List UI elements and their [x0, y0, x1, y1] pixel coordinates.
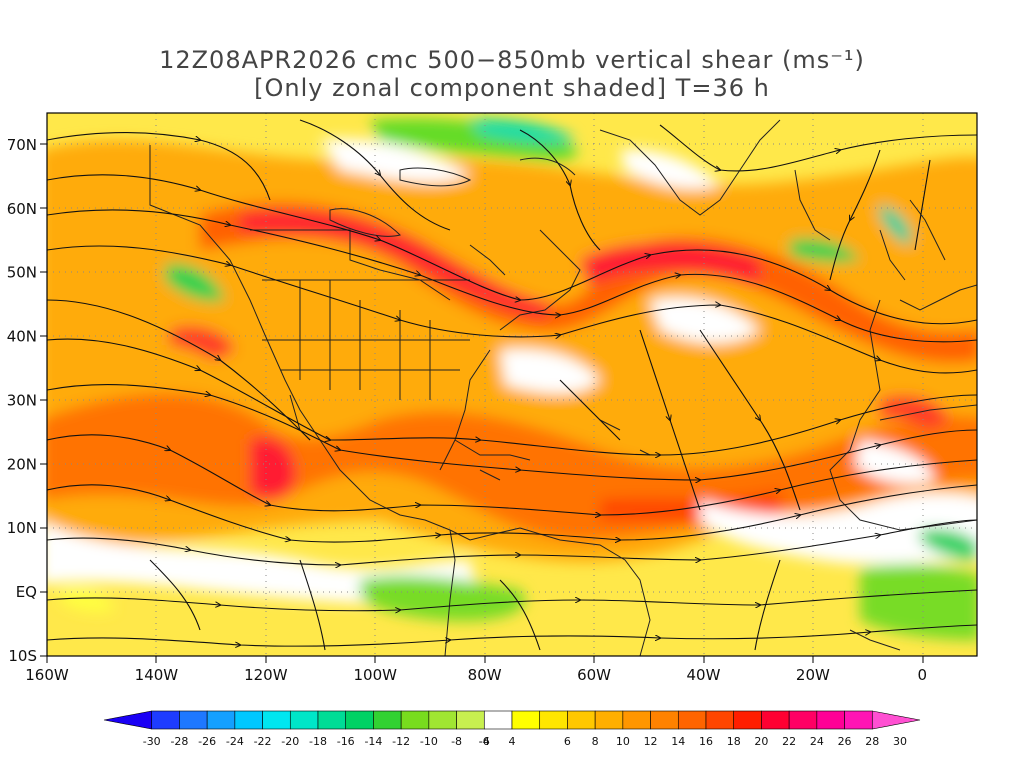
colorbar-label: 4	[509, 735, 516, 748]
colorbar-label: 10	[616, 735, 630, 748]
colorbar-swatch	[373, 710, 402, 730]
lon-label: 80W	[468, 666, 502, 684]
colorbar-swatch	[428, 710, 457, 730]
chart-title-line-1: 12Z08APR2026 cmc 500−850mb vertical shea…	[159, 46, 865, 74]
colorbar-label: -24	[226, 735, 244, 748]
longitude-labels: 160W 140W 120W 100W 80W 60W 40W 20W 0	[25, 666, 927, 684]
lon-label: 0	[918, 666, 928, 684]
lon-label: 160W	[25, 666, 69, 684]
colorbar-swatch	[345, 710, 374, 730]
colorbar-swatch	[844, 710, 873, 730]
colorbar-swatch	[511, 710, 541, 730]
lat-label: 10S	[8, 647, 37, 665]
colorbar-label: 22	[782, 735, 796, 748]
colorbar-label: -20	[281, 735, 299, 748]
colorbar-swatch	[483, 710, 513, 730]
axis-ticks	[40, 143, 924, 663]
colorbar-swatch	[179, 710, 208, 730]
lat-label: 60N	[7, 200, 37, 218]
colorbar-label: 20	[754, 735, 768, 748]
colorbar-label: -28	[170, 735, 188, 748]
colorbar-swatch	[317, 710, 347, 730]
colorbar-label: -30	[143, 735, 161, 748]
streamlines	[47, 119, 977, 651]
colorbar-label: -16	[337, 735, 355, 748]
colorbar-label: 14	[671, 735, 685, 748]
lon-label: 40W	[687, 666, 721, 684]
lat-label: 20N	[7, 455, 37, 473]
lon-label: 120W	[244, 666, 288, 684]
colorbar-swatch	[103, 710, 153, 730]
lon-label: 140W	[135, 666, 179, 684]
colorbar-label: -10	[420, 735, 438, 748]
colorbar-swatch	[206, 710, 236, 730]
colorbar-label: 6	[564, 735, 571, 748]
colorbar-label: -14	[364, 735, 382, 748]
colorbar-swatch	[289, 710, 319, 730]
colorbar-label: 28	[865, 735, 879, 748]
colorbar-label: 18	[727, 735, 741, 748]
colorbar-swatch	[816, 710, 845, 730]
lon-label: 100W	[354, 666, 398, 684]
colorbar-swatch	[705, 710, 735, 730]
colorbar-label: -26	[198, 735, 216, 748]
colorbar-label: 24	[810, 735, 824, 748]
lat-label: 40N	[7, 328, 37, 346]
colorbar-swatch	[456, 710, 485, 730]
lat-label: 70N	[7, 136, 37, 154]
colorbar-label: 30	[893, 735, 907, 748]
lat-label: EQ	[16, 583, 37, 601]
colorbar	[103, 710, 921, 730]
colorbar-swatch	[262, 710, 291, 730]
colorbar-label: -18	[309, 735, 327, 748]
colorbar-swatch	[234, 710, 263, 730]
colorbar-swatch	[677, 710, 707, 730]
colorbar-label: 8	[592, 735, 599, 748]
colorbar-label: -8	[451, 735, 462, 748]
colorbar-label: 12	[644, 735, 658, 748]
map-plot-area	[47, 113, 977, 656]
lon-label: 20W	[796, 666, 830, 684]
latitude-labels: 70N 60N 50N 40N 30N 20N 10N EQ 10S	[7, 136, 37, 665]
colorbar-label: -6	[479, 735, 490, 748]
colorbar-label: -4	[479, 735, 490, 748]
colorbar-swatch	[650, 710, 679, 730]
colorbar-swatch	[567, 710, 596, 730]
colorbar-labels: -30 -28 -26 -24 -22 -20 -18 -16 -14 -12 -10 -8 -6-4 4…	[143, 735, 907, 748]
lat-label: 10N	[7, 519, 37, 537]
lat-label: 50N	[7, 264, 37, 282]
colorbar-swatch	[788, 710, 818, 730]
colorbar-swatch	[400, 710, 430, 730]
lat-label: 30N	[7, 391, 37, 409]
colorbar-swatch	[151, 710, 180, 730]
colorbar-label: 16	[699, 735, 713, 748]
colorbar-label: -22	[254, 735, 272, 748]
colorbar-label: -12	[392, 735, 410, 748]
colorbar-swatch	[594, 710, 624, 730]
lon-label: 60W	[577, 666, 611, 684]
chart-title-line-2: [Only zonal component shaded] T=36 h	[254, 74, 770, 102]
colorbar-label: 26	[838, 735, 852, 748]
colorbar-swatch	[871, 710, 921, 730]
colorbar-swatch	[622, 710, 651, 730]
colorbar-swatch	[761, 710, 790, 730]
colorbar-swatch	[733, 710, 762, 730]
colorbar-swatch	[539, 710, 568, 730]
map-frame	[46, 112, 978, 657]
